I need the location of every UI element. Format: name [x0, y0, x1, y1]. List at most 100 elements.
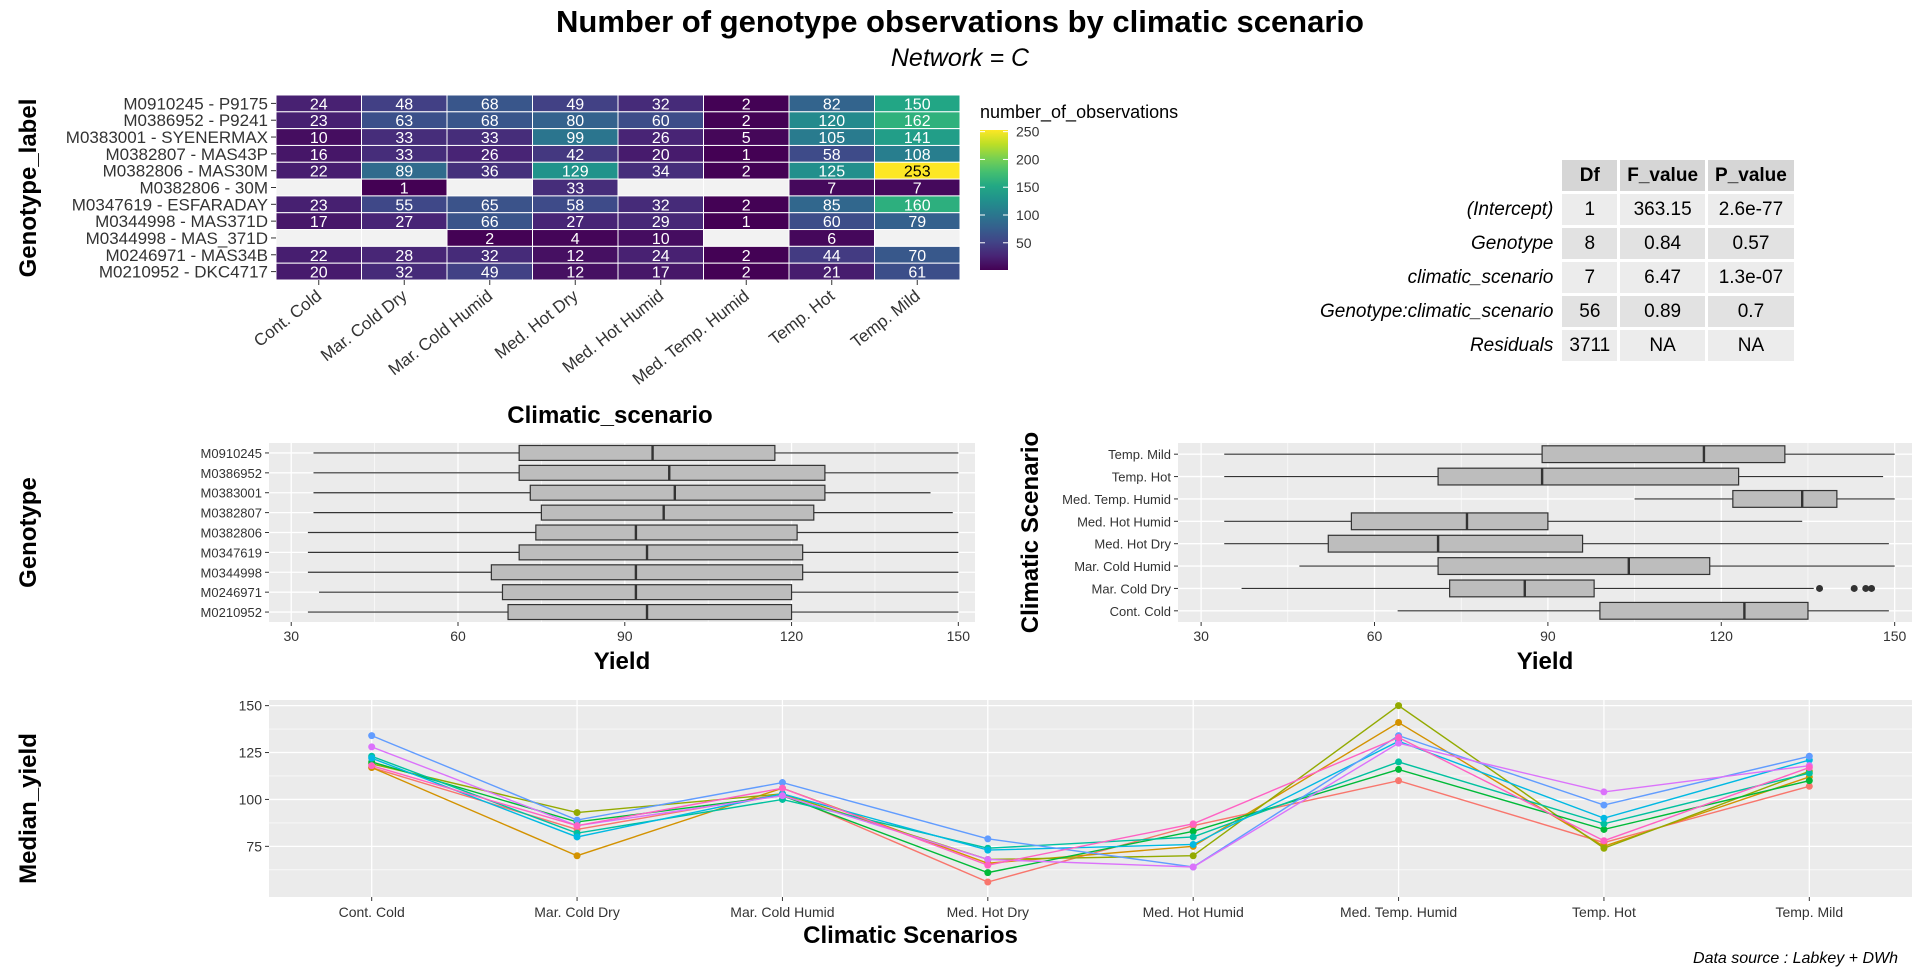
legend-tick-label: 100: [1016, 207, 1040, 223]
anova-row-name: Genotype: [1470, 232, 1554, 254]
heatmap-value: 7: [913, 181, 922, 198]
heatmap-value: 70: [908, 248, 926, 265]
y-tick-label: 75: [246, 838, 262, 854]
x-tick-label: Mar. Cold Dry: [534, 904, 620, 920]
series-point: [1600, 788, 1608, 796]
heatmap-tile: [874, 229, 961, 247]
y-tick-label: M0386952: [201, 466, 262, 481]
anova-cell: 8: [1562, 228, 1618, 259]
y-tick-label: Cont. Cold: [1110, 604, 1171, 619]
heatmap-value: 4: [571, 231, 580, 248]
series-point: [1600, 820, 1608, 828]
series-point: [1395, 719, 1403, 727]
series-point: [1189, 833, 1197, 841]
box-iqr: [540, 504, 815, 521]
series-point: [1189, 863, 1197, 871]
anova-cell: 0.7: [1708, 296, 1794, 327]
series-point: [573, 816, 581, 824]
heatmap-value: 60: [652, 113, 670, 130]
heatmap-value: 16: [310, 147, 328, 164]
heatmap-value: 27: [566, 214, 584, 231]
y-tick-label: M0382807 - MAS43P: [105, 145, 268, 164]
heatmap-value: 21: [823, 265, 841, 282]
heatmap-value: 33: [566, 181, 584, 198]
heatmap-value: 10: [310, 130, 328, 147]
heatmap-value: 22: [310, 164, 328, 181]
x-tick-label: 150: [947, 628, 971, 644]
heatmap-value: 22: [310, 248, 328, 265]
anova-cell: 0.84: [1620, 228, 1706, 259]
series-point: [1189, 840, 1197, 848]
series-line: [371, 734, 1810, 868]
y-tick-label: Mar. Cold Humid: [1074, 559, 1171, 574]
data-source-caption: Data source : Labkey + DWh: [1693, 950, 1898, 967]
series-point: [778, 784, 786, 792]
anova-cell: 2.6e-77: [1708, 194, 1794, 225]
heatmap-value: 60: [823, 214, 841, 231]
series-point: [1395, 702, 1403, 710]
genotype-boxplot: M0910245 M0386952 M0383001 M0382807 M0382806…: [15, 443, 975, 675]
box-iqr: [507, 603, 793, 621]
climatic-boxplot: Temp. Mild Temp. Hot Med. Temp. Humid Med. …: [1017, 432, 1912, 675]
heatmap-value: 44: [823, 248, 841, 265]
series-point: [1189, 820, 1197, 828]
heatmap-value: 29: [652, 214, 670, 231]
box-iqr: [518, 464, 826, 481]
heatmap-value: 32: [652, 96, 670, 113]
anova-row-name: (Intercept): [1466, 198, 1554, 220]
chart-subtitle: Network = C: [890, 44, 1030, 72]
heatmap-value: 26: [481, 147, 499, 164]
series-line: [371, 766, 1810, 883]
anova-row-name: Residuals: [1469, 334, 1554, 356]
heatmap-value: 2: [742, 265, 751, 282]
box-outlier: [1868, 584, 1876, 592]
heatmap-value: 20: [310, 265, 328, 282]
y-tick-label: Mar. Cold Dry: [1092, 581, 1172, 596]
heatmap-value: 20: [652, 147, 670, 164]
anova-row: Genotype 8 0.84 0.57: [1313, 228, 1794, 259]
heatmap-value: 33: [395, 130, 413, 147]
series-point: [984, 869, 992, 877]
anova-column-header: F_value: [1620, 160, 1706, 191]
heatmap-value: 10: [652, 231, 670, 248]
heatmap-value: 68: [481, 96, 499, 113]
y-tick-label: M0347619: [201, 545, 262, 560]
series-point: [1600, 837, 1608, 845]
heatmap-value: 2: [742, 164, 751, 181]
box-outlier: [1816, 584, 1824, 592]
heatmap-tile: [703, 178, 790, 197]
heatmap-value: 12: [566, 248, 584, 265]
heatmap-value: 253: [904, 164, 931, 181]
y-tick-label: 100: [239, 791, 263, 807]
series-point: [984, 861, 992, 869]
series-line: [371, 736, 1810, 866]
median-yield-line-chart: Cont. Cold Mar. Cold Dry Mar. Cold Humid Me…: [15, 698, 1912, 945]
x-tick-label: 120: [780, 628, 804, 644]
y-tick-label: Temp. Mild: [1108, 447, 1171, 462]
plot-panel: [269, 700, 1912, 897]
anova-cell: NA: [1620, 330, 1706, 361]
heatmap-value: 32: [395, 265, 413, 282]
y-tick-label: 125: [239, 745, 263, 761]
series-line: [371, 721, 1810, 864]
y-tick-label: M0347619 - ESFARADAY: [72, 195, 268, 214]
series-point: [1805, 752, 1813, 760]
box-outlier: [1850, 584, 1858, 592]
series-line: [371, 742, 1810, 868]
series-point: [984, 835, 992, 843]
heatmap-value: 34: [652, 164, 670, 181]
series-point: [1805, 769, 1813, 777]
y-tick-label: M0382806: [201, 526, 262, 541]
heatmap-value: 48: [395, 96, 413, 113]
heatmap-value: 17: [310, 214, 328, 231]
x-axis-title: Climatic Scenarios: [803, 922, 1018, 945]
box-iqr: [490, 564, 804, 581]
series-point: [368, 754, 376, 762]
anova-cell: 0.57: [1708, 228, 1794, 259]
y-tick-label: M0344998: [201, 565, 262, 580]
heatmap-value: 42: [566, 147, 584, 164]
heatmap-value: 49: [481, 265, 499, 282]
heatmap-value: 58: [566, 197, 584, 214]
heatmap-value: 125: [818, 164, 845, 181]
